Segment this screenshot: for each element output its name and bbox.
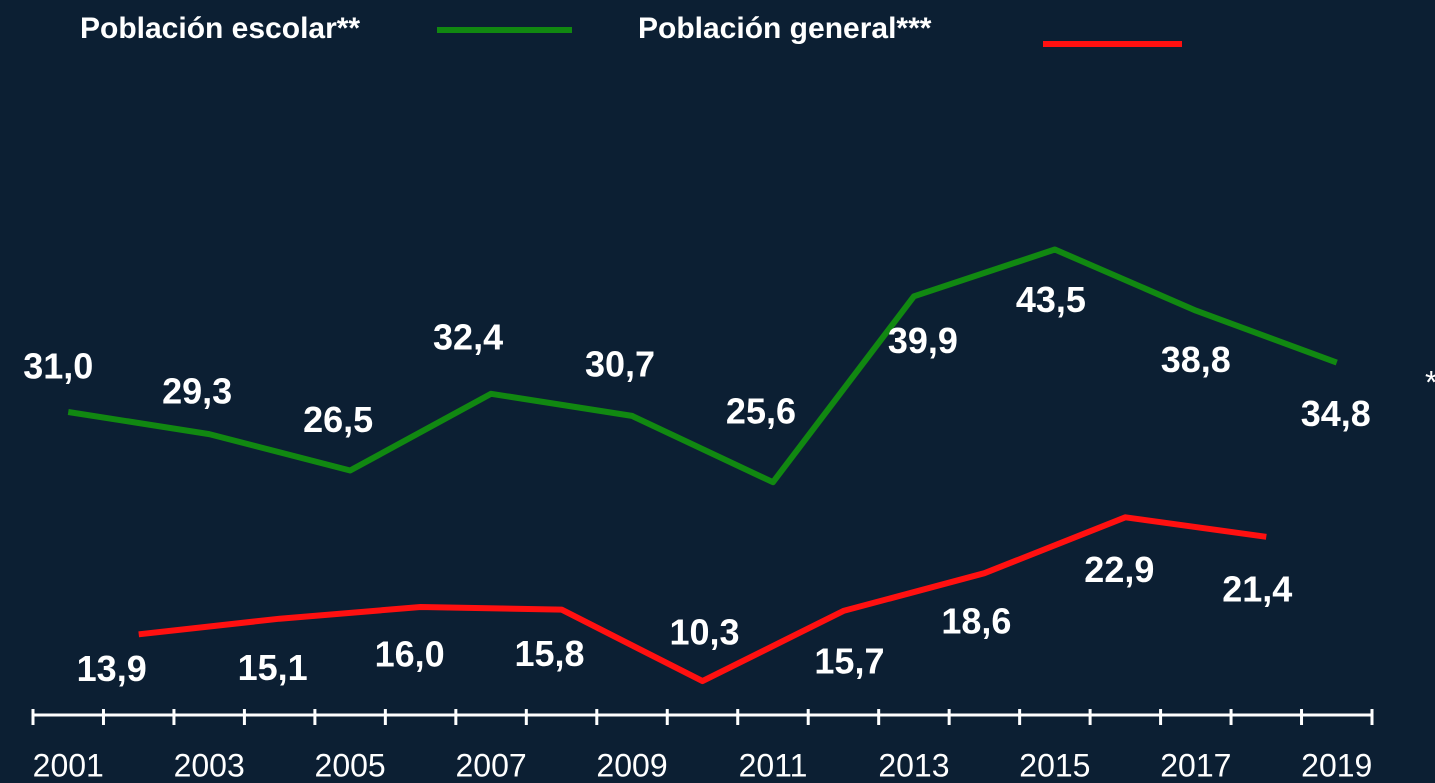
data-label: 10,3 [669,612,739,653]
series-line [67,246,1338,486]
data-label: 32,4 [433,316,503,357]
data-label: 34,8 [1301,393,1371,434]
x-tick-label: 2001 [33,747,104,783]
data-label: 39,9 [888,320,958,361]
data-label: 31,0 [23,346,93,387]
data-label: 29,3 [162,371,232,412]
x-tick-label: 2019 [1301,747,1372,783]
x-tick-label: 2013 [878,747,949,783]
x-tick-label: 2015 [1019,747,1090,783]
data-label: 26,5 [303,399,373,440]
x-tick-label: 2007 [455,747,526,783]
data-label: 16,0 [375,634,445,675]
data-label: 25,6 [726,391,796,432]
data-label: 30,7 [585,343,655,384]
note: * [1425,364,1435,400]
data-label: 13,9 [77,648,147,689]
legend-label: Población escolar** [80,12,360,45]
data-label: 15,8 [515,633,585,674]
x-tick-label: 2009 [596,747,667,783]
data-label: 21,4 [1222,568,1292,609]
x-tick-label: 2011 [739,747,808,783]
data-label: 15,7 [814,640,884,681]
x-tick-label: 2005 [315,747,386,783]
data-label: 18,6 [941,601,1011,642]
x-tick-label: 2017 [1160,747,1231,783]
data-label: 43,5 [1016,279,1086,320]
data-label: 38,8 [1161,339,1231,380]
series-line [138,514,1267,685]
data-label: 22,9 [1084,549,1154,590]
x-tick-label: 2003 [174,747,245,783]
legend-label: Población general*** [638,12,932,45]
data-label: 15,1 [238,647,308,688]
